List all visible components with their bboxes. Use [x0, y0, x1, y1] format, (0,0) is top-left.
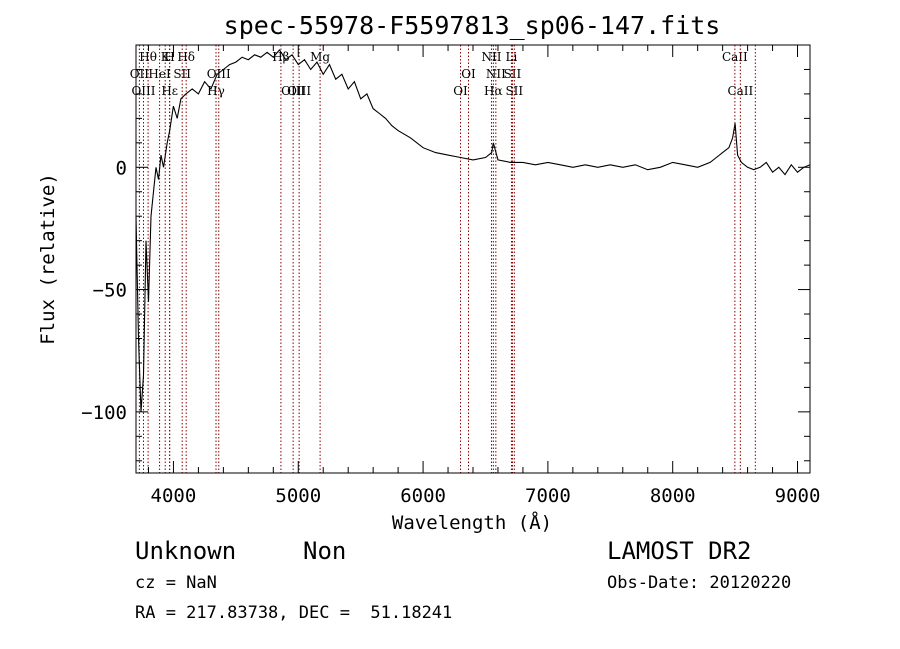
line-marker-label: Hδ: [177, 50, 195, 64]
survey-name: LAMOST DR2: [607, 537, 752, 565]
spectrum-line: [135, 48, 811, 412]
line-marker-label: NII: [481, 50, 501, 64]
x-axis-label: Wavelength (Å): [392, 511, 552, 534]
line-marker-label: OI: [453, 84, 468, 98]
line-marker-label: Hγ: [207, 84, 225, 98]
x-tick-label: 4000: [151, 485, 197, 507]
line-marker-label: Li: [506, 50, 518, 64]
line-marker-label: NII: [486, 67, 506, 81]
x-tick-label: 9000: [775, 485, 821, 507]
axes: 4000 5000 6000 7000 8000 9000 0 −50 −100: [81, 45, 820, 507]
line-marker-label: SII: [504, 67, 522, 81]
x-tick-label: 8000: [650, 485, 696, 507]
line-marker-label: HeI: [148, 67, 171, 81]
x-tick-label: 5000: [275, 485, 321, 507]
object-subclass: Non: [303, 537, 347, 565]
y-tick-label: 0: [116, 157, 127, 179]
line-marker-label: OIII: [287, 84, 311, 98]
line-marker-label: CaII: [722, 50, 748, 64]
line-marker-label: Hθ: [139, 50, 157, 64]
y-tick-label: −50: [93, 280, 127, 302]
line-marker-label: K: [161, 50, 171, 64]
line-marker-label: OII: [130, 67, 150, 81]
line-marker-label: Hε: [161, 84, 178, 98]
line-marker-label: CaII: [727, 84, 753, 98]
line-marker-label: Hα: [484, 84, 503, 98]
line-marker-label: OIII: [131, 84, 155, 98]
x-tick-label: 6000: [400, 485, 446, 507]
line-marker-label: Mg: [310, 50, 330, 64]
y-tick-label: −100: [81, 402, 127, 424]
line-marker-label: OI: [461, 67, 476, 81]
obs-date: Obs-Date: 20120220: [607, 573, 792, 593]
object-class: Unknown: [135, 537, 237, 565]
chart-title: spec-55978-F5597813_sp06-147.fits: [224, 11, 721, 40]
x-tick-label: 7000: [525, 485, 571, 507]
cz-value: cz = NaN: [135, 573, 217, 593]
line-marker-label: OIII: [207, 67, 231, 81]
line-marker-label: SII: [173, 67, 191, 81]
spectrum-series: [135, 48, 811, 412]
plot-frame: [135, 44, 811, 474]
ra-dec-coords: RA = 217.83738, DEC = 51.18241: [135, 603, 453, 623]
y-axis-label: Flux (relative): [37, 173, 59, 345]
line-marker-label: SII: [505, 84, 523, 98]
